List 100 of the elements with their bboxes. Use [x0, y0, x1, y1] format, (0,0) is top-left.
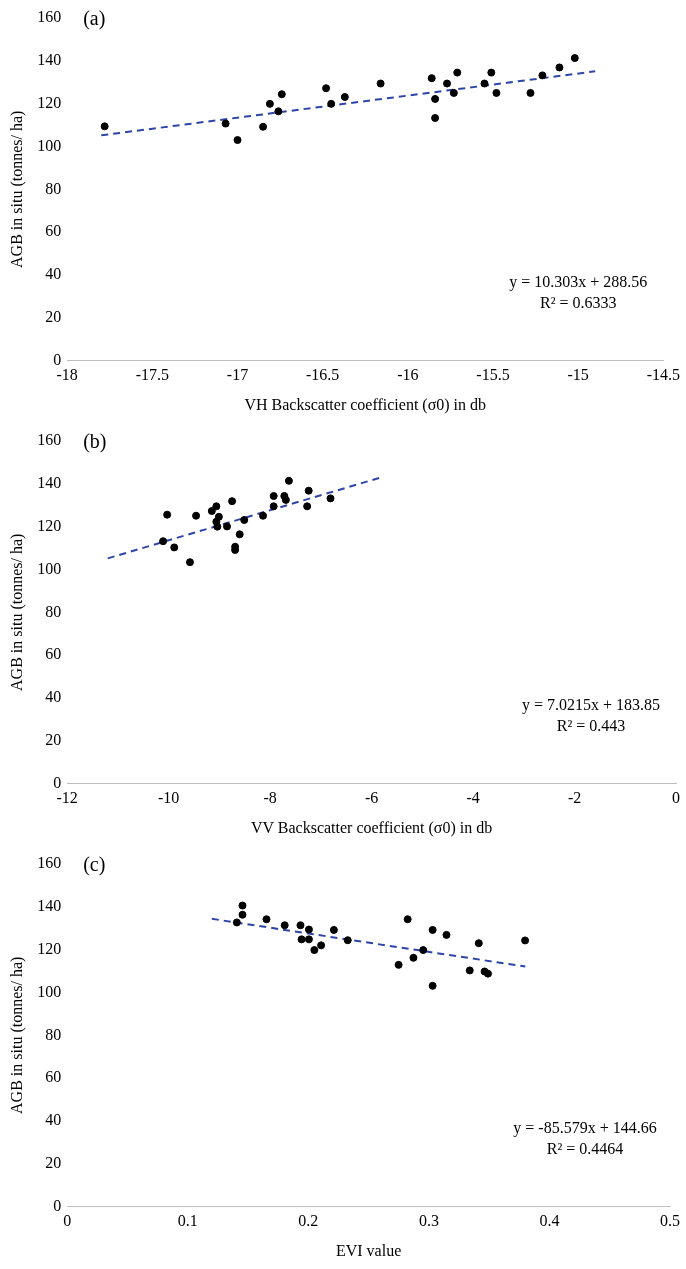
point — [449, 88, 458, 97]
point — [329, 925, 338, 934]
point — [555, 63, 564, 72]
y-tick-label: 160 — [37, 854, 62, 872]
point — [265, 99, 274, 108]
y-tick-label: 0 — [53, 773, 62, 791]
point — [159, 537, 168, 546]
point — [269, 502, 278, 511]
point — [310, 946, 319, 955]
point — [326, 494, 335, 503]
point — [304, 935, 313, 944]
point — [570, 54, 579, 63]
x-tick-label: -16 — [397, 366, 419, 384]
y-tick-label: 120 — [37, 516, 62, 534]
point — [228, 497, 237, 506]
y-tick-label: 140 — [37, 897, 62, 915]
x-tick-label: -15.5 — [476, 366, 510, 384]
point — [443, 79, 452, 88]
point — [427, 74, 436, 83]
point — [340, 93, 349, 102]
point — [259, 122, 268, 131]
y-tick-label: 100 — [37, 136, 62, 154]
y-tick-label: 100 — [37, 982, 62, 1000]
point — [394, 960, 403, 969]
x-axis-title: EVI value — [335, 1241, 402, 1259]
y-tick-label: 100 — [37, 559, 62, 577]
point — [442, 930, 451, 939]
point — [521, 936, 530, 945]
x-tick-label: -6 — [364, 789, 379, 807]
point — [428, 925, 437, 934]
y-tick-label: 20 — [45, 307, 62, 325]
chart-title: (a) — [83, 7, 106, 31]
x-tick-label: -17 — [226, 366, 249, 384]
point — [163, 510, 172, 519]
point — [304, 925, 313, 934]
point — [240, 516, 249, 525]
point — [492, 88, 501, 97]
point — [480, 79, 489, 88]
point — [297, 935, 306, 944]
x-tick-label: -8 — [263, 789, 277, 807]
point — [259, 511, 268, 520]
annotation: y = -85.579x + 144.66 — [513, 1118, 657, 1137]
point — [232, 918, 241, 927]
point — [296, 921, 305, 930]
point — [431, 94, 440, 103]
y-axis-title: AGB in situ (tonnes/ ha) — [7, 956, 26, 1114]
y-tick-label: 0 — [53, 1196, 62, 1214]
annotation: R² = 0.6333 — [540, 293, 617, 311]
y-tick-label: 20 — [45, 1153, 62, 1171]
y-tick-label: 0 — [53, 350, 62, 368]
y-axis-title: AGB in situ (tonnes/ ha) — [7, 110, 26, 268]
x-tick-label: 0.3 — [418, 1212, 439, 1230]
point — [419, 946, 428, 955]
point — [322, 84, 331, 93]
point — [221, 119, 230, 128]
point — [327, 99, 336, 108]
point — [213, 522, 222, 531]
point — [238, 901, 247, 910]
chart-title: (b) — [83, 430, 107, 454]
y-tick-label: 40 — [45, 1111, 62, 1129]
x-tick-label: 0.2 — [298, 1212, 319, 1230]
x-tick-label: -17.5 — [135, 366, 170, 384]
point — [343, 936, 352, 945]
y-tick-label: 80 — [45, 1025, 62, 1043]
point — [431, 114, 440, 122]
y-tick-label: 120 — [37, 93, 62, 111]
x-tick-label: -2 — [567, 789, 582, 807]
point — [317, 941, 326, 950]
y-tick-label: 80 — [45, 179, 62, 197]
point — [235, 530, 244, 539]
point — [304, 486, 313, 495]
point — [376, 79, 385, 88]
point — [453, 68, 462, 77]
chart-title: (c) — [83, 853, 106, 877]
y-tick-label: 40 — [45, 688, 62, 706]
annotation: R² = 0.443 — [556, 716, 626, 734]
point — [465, 966, 474, 975]
x-tick-label: -14.5 — [646, 366, 680, 384]
point — [274, 107, 283, 116]
y-tick-label: 80 — [45, 602, 62, 620]
x-tick-label: -15 — [567, 366, 589, 384]
x-tick-label: -10 — [158, 789, 180, 807]
point — [262, 915, 271, 924]
point — [170, 543, 179, 552]
x-tick-label: -12 — [56, 789, 78, 807]
y-tick-label: 60 — [45, 1068, 62, 1086]
point — [238, 910, 247, 919]
point — [223, 522, 232, 531]
point — [277, 90, 286, 99]
point — [207, 507, 216, 516]
point — [303, 502, 312, 511]
x-axis-title: VH Backscatter coefficient (σ0) in db — [244, 395, 487, 414]
point — [192, 511, 201, 520]
annotation: R² = 0.4464 — [546, 1139, 624, 1157]
x-tick-label: -4 — [466, 789, 480, 807]
y-tick-label: 20 — [45, 730, 62, 748]
point — [526, 88, 535, 97]
y-tick-label: 60 — [45, 222, 62, 240]
x-tick-label: 0.4 — [539, 1212, 560, 1230]
annotation: y = 10.303x + 288.56 — [509, 272, 648, 291]
